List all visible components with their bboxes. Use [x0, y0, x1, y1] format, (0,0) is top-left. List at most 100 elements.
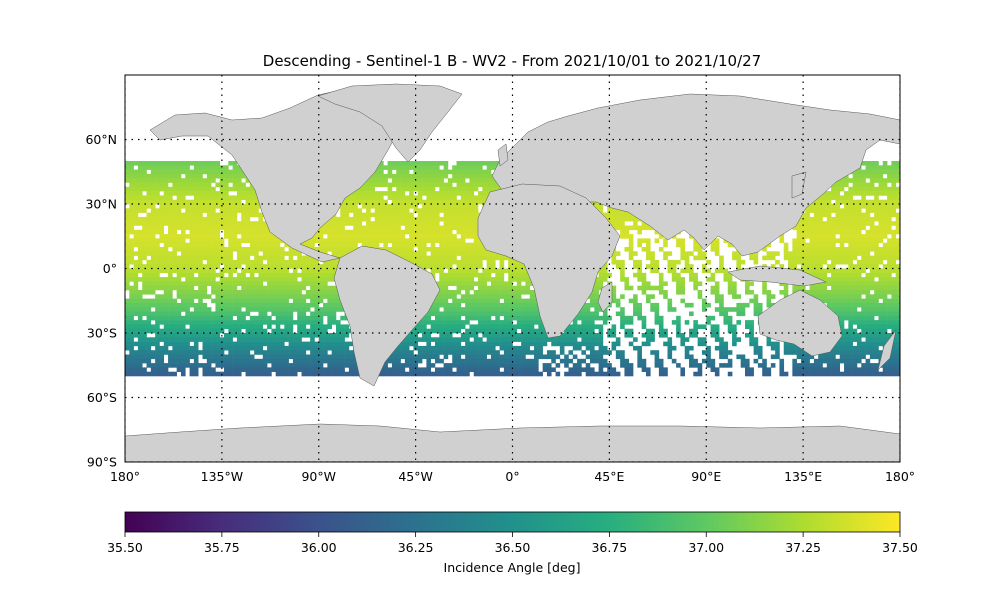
data-cell [839, 225, 845, 231]
data-cell [516, 281, 522, 286]
data-cell [292, 290, 298, 295]
data-cell [641, 247, 647, 252]
data-cell [831, 264, 836, 269]
data-cell [628, 212, 634, 218]
chart-title: Descending - Sentinel-1 B - WV2 - From 2… [263, 52, 761, 70]
data-cell [895, 247, 900, 252]
data-cell [701, 268, 707, 274]
data-cell [443, 191, 449, 196]
data-cell [176, 169, 182, 175]
data-cell [180, 264, 186, 269]
data-cell [374, 238, 380, 243]
data-cell [150, 298, 156, 304]
data-cell [779, 290, 785, 295]
data-cell [301, 268, 307, 274]
data-cell [211, 264, 216, 269]
data-cell [125, 212, 130, 218]
data-cell [516, 298, 522, 304]
data-cell [379, 182, 384, 188]
data-cell [878, 268, 884, 274]
data-cell [482, 161, 487, 166]
data-cell [822, 294, 828, 299]
data-cell [633, 294, 638, 299]
data-cell [443, 204, 449, 209]
data-cell [839, 199, 845, 205]
data-cell [172, 182, 177, 188]
data-cell [413, 195, 419, 200]
data-cell [611, 290, 617, 295]
data-cell [499, 259, 505, 265]
data-cell [327, 264, 332, 269]
data-cell [168, 212, 173, 218]
data-cell [413, 221, 419, 226]
data-cell [335, 298, 341, 304]
data-cell [215, 216, 221, 222]
data-cell [503, 268, 509, 274]
data-cell [473, 212, 479, 218]
data-cell [206, 259, 212, 265]
data-cell [211, 178, 216, 183]
data-cell [224, 290, 229, 295]
data-cell [615, 264, 621, 269]
data-cell [361, 242, 367, 248]
data-cell [874, 169, 879, 175]
data-cell [137, 182, 143, 188]
data-cell [206, 277, 212, 282]
data-cell [387, 216, 393, 222]
data-cell [396, 242, 401, 248]
data-cell [865, 191, 871, 196]
data-cell [473, 281, 479, 286]
data-cell [288, 251, 294, 256]
data-cell [805, 264, 810, 269]
data-cell [848, 221, 853, 226]
data-cell [284, 294, 289, 299]
data-cell [490, 290, 496, 295]
data-cell [805, 216, 810, 222]
data-cell [361, 191, 367, 196]
data-cell [180, 195, 186, 200]
data-cell [473, 298, 479, 304]
data-cell [443, 247, 449, 252]
data-cell [163, 178, 169, 183]
data-cell [882, 234, 888, 239]
data-cell [706, 259, 711, 265]
data-cell [831, 247, 836, 252]
data-cell [189, 255, 195, 261]
data-cell [379, 221, 384, 226]
data-cell [137, 255, 143, 261]
data-cell [465, 186, 470, 192]
data-cell [813, 199, 819, 205]
data-cell [180, 199, 186, 205]
data-cell [275, 247, 281, 252]
data-cell [176, 285, 182, 291]
data-cell [258, 247, 264, 252]
data-cell [732, 281, 737, 286]
data-cell [805, 251, 810, 256]
data-cell [335, 216, 341, 222]
data-cell [637, 259, 642, 265]
data-cell [236, 251, 242, 256]
data-cell [473, 234, 479, 239]
data-cell [150, 277, 156, 282]
data-cell [155, 247, 160, 252]
data-cell [714, 285, 720, 291]
data-cell [262, 251, 268, 256]
data-cell [861, 268, 866, 274]
data-cell [770, 264, 776, 269]
data-cell [869, 169, 875, 175]
data-cell [676, 272, 681, 278]
data-cell [430, 165, 436, 170]
data-cell [409, 204, 414, 209]
data-cell [211, 285, 216, 291]
data-cell [628, 225, 634, 231]
data-cell [430, 255, 436, 261]
data-cell [887, 281, 892, 286]
data-cell [249, 298, 255, 304]
data-cell [469, 277, 475, 282]
data-cell [327, 238, 332, 243]
data-cell [198, 268, 203, 274]
data-cell [404, 186, 410, 192]
data-cell [620, 272, 625, 278]
data-cell [357, 234, 363, 239]
data-cell [490, 178, 496, 183]
